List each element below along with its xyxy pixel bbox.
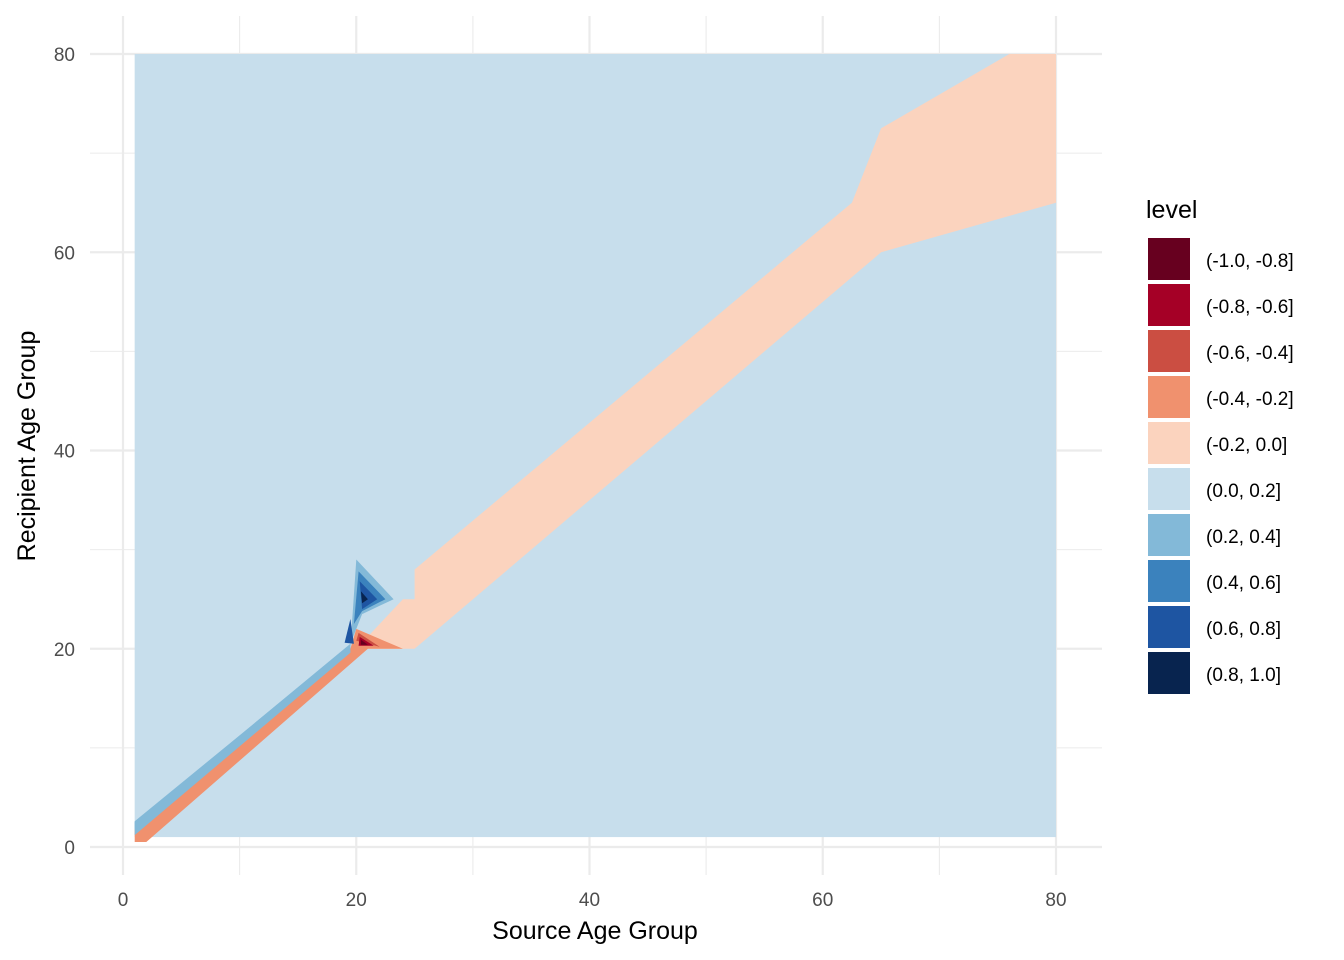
legend-title: level xyxy=(1146,196,1197,224)
legend-label: (-1.0, -0.8] xyxy=(1206,251,1294,272)
x-tick-label: 40 xyxy=(579,890,600,911)
y-tick-label: 40 xyxy=(54,442,75,463)
x-tick-label: 20 xyxy=(346,890,367,911)
y-tick-label: 60 xyxy=(54,243,75,264)
legend-label: (0.6, 0.8] xyxy=(1206,619,1281,640)
tick-labels: 0 20 40 60 80 0 20 40 60 80 xyxy=(54,45,1067,911)
contour-region xyxy=(359,581,378,610)
y-tick-label: 20 xyxy=(54,640,75,661)
legend-swatch xyxy=(1148,560,1190,602)
legend-label: (-0.6, -0.4] xyxy=(1206,343,1294,364)
legend-swatch xyxy=(1148,652,1190,694)
legend-swatch xyxy=(1148,330,1190,372)
contour-region xyxy=(134,644,351,836)
legend-swatch xyxy=(1148,606,1190,648)
y-tick-label: 0 xyxy=(64,838,75,859)
x-tick-label: 0 xyxy=(118,890,129,911)
legend-swatch xyxy=(1148,284,1190,326)
contour-regions xyxy=(134,54,1057,842)
legend-label: (-0.4, -0.2] xyxy=(1206,389,1294,410)
contour-region xyxy=(344,619,354,644)
legend-swatch xyxy=(1148,422,1190,464)
legend-swatch xyxy=(1148,376,1190,418)
legend: level (-1.0, -0.8] (-0.8, -0.6] (-0.6, -0.… xyxy=(1146,196,1294,694)
legend-label: (-0.8, -0.6] xyxy=(1206,297,1294,318)
contour-region xyxy=(356,632,380,647)
legend-label: (0.0, 0.2] xyxy=(1206,481,1281,502)
contour-region xyxy=(360,639,368,645)
legend-label: (0.2, 0.4] xyxy=(1206,527,1281,548)
legend-swatch xyxy=(1148,514,1190,556)
legend-swatch xyxy=(1148,468,1190,510)
x-tick-label: 60 xyxy=(812,890,833,911)
legend-label: (0.8, 1.0] xyxy=(1206,665,1281,686)
contour-region xyxy=(134,628,403,842)
contour-region xyxy=(356,54,1056,649)
y-tick-label: 80 xyxy=(54,45,75,66)
legend-label: (0.4, 0.6] xyxy=(1206,573,1281,594)
legend-label: (-0.2, 0.0] xyxy=(1206,435,1287,456)
contour-region xyxy=(360,591,368,604)
x-axis-title: Source Age Group xyxy=(492,917,698,945)
y-axis-title: Recipient Age Group xyxy=(13,331,41,562)
x-tick-label: 80 xyxy=(1045,890,1066,911)
legend-swatch xyxy=(1148,238,1190,280)
